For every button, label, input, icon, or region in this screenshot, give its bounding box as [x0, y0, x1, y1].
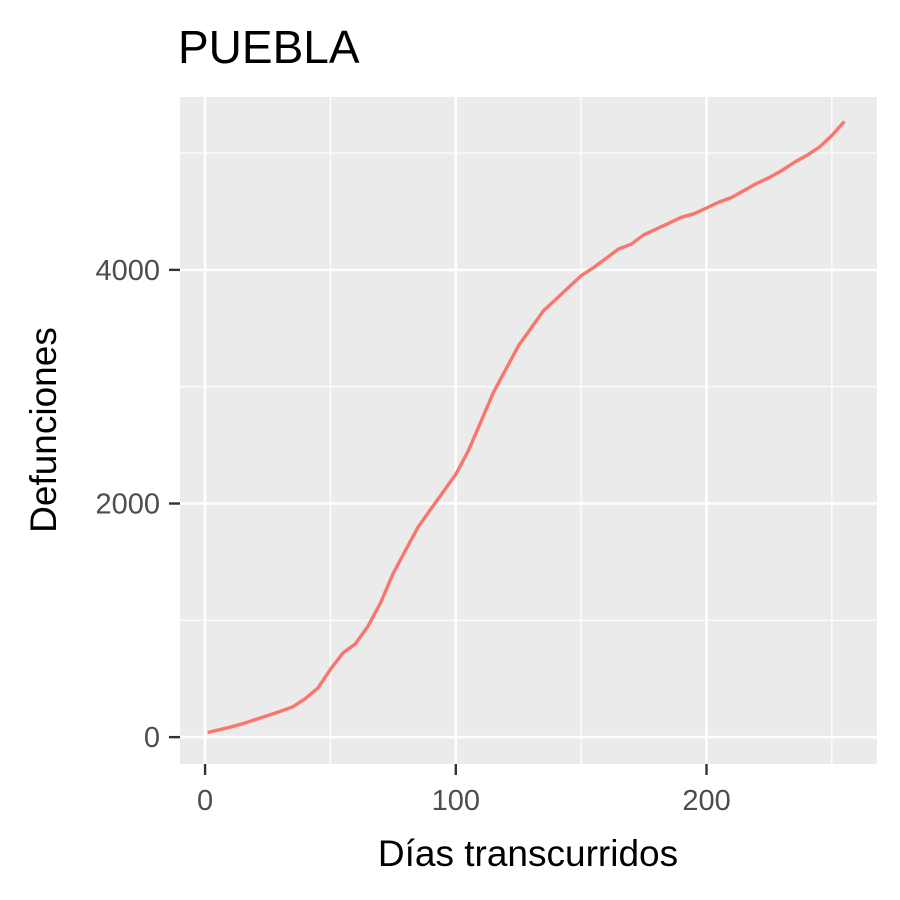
x-axis-title: Días transcurridos: [378, 833, 678, 874]
y-tick-label: 2000: [95, 489, 160, 521]
x-tick-label: 200: [682, 785, 730, 817]
plot-panel: [180, 97, 877, 764]
y-tick-label: 4000: [95, 255, 160, 287]
y-axis: 0 2000 4000: [95, 255, 180, 754]
series-layer: [207, 120, 846, 735]
y-tick-label: 0: [144, 722, 160, 754]
y-axis-title: Defunciones: [23, 327, 64, 533]
x-tick-label: 0: [197, 785, 213, 817]
minor-gridlines: [180, 97, 877, 764]
major-gridlines: [180, 97, 877, 764]
series-line-0: [207, 120, 846, 735]
chart-title: PUEBLA: [178, 21, 360, 73]
x-axis: 0 100 200: [197, 764, 731, 817]
x-tick-label: 100: [432, 785, 480, 817]
